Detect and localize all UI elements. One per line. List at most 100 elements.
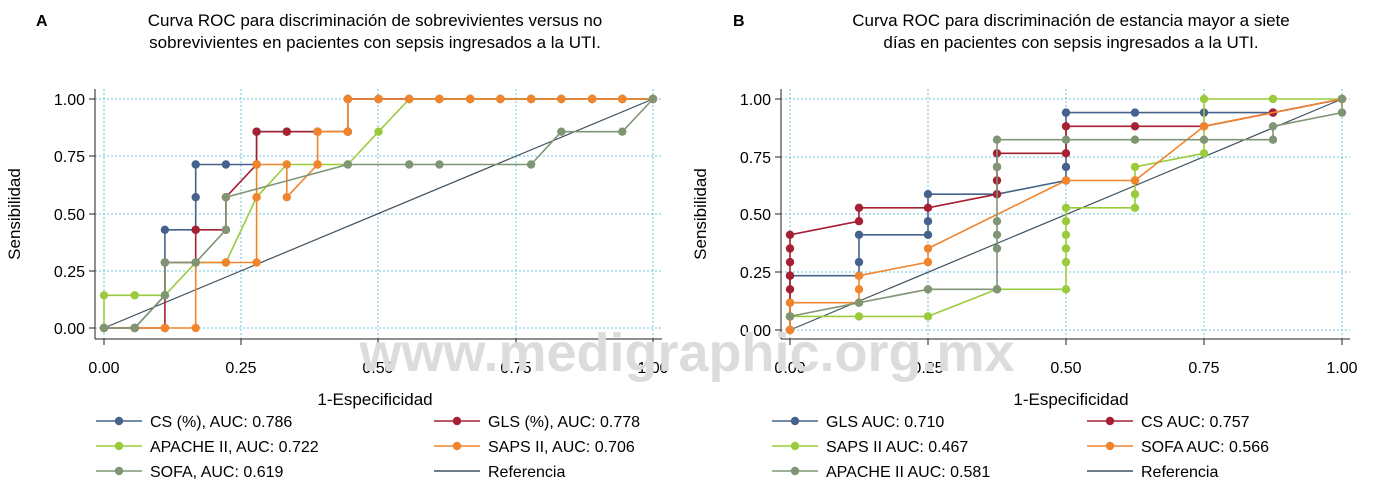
data-point (854, 230, 864, 239)
data-point (374, 94, 383, 104)
data-point (854, 203, 864, 212)
legend-label: Referencia (488, 464, 565, 481)
chart-title-line: Curva ROC para discriminación de sobrevi… (148, 11, 602, 30)
legend-swatch-marker (114, 416, 124, 426)
y-tick-label: 1.00 (54, 92, 85, 109)
data-point (526, 160, 536, 169)
x-tick-label: 0.00 (88, 360, 119, 377)
data-point (785, 312, 795, 321)
legend-label: APACHE II AUC: 0.581 (826, 464, 990, 481)
data-point (221, 193, 231, 202)
x-tick-label: 1.00 (637, 360, 668, 377)
y-tick-label: 0.75 (740, 150, 771, 167)
data-point (854, 312, 864, 321)
legend-item: SOFA, AUC: 0.619 (96, 464, 284, 481)
data-point (343, 127, 352, 136)
data-point (282, 160, 291, 169)
data-point (1061, 230, 1071, 239)
legend-label: CS AUC: 0.757 (1141, 414, 1250, 431)
data-point (1061, 108, 1071, 117)
data-point (854, 217, 864, 226)
legend-label: SAPS II, AUC: 0.706 (488, 439, 635, 456)
data-point (992, 217, 1002, 226)
data-point (785, 230, 795, 239)
legend-swatch-marker (790, 416, 800, 426)
data-point (252, 258, 261, 267)
data-point (526, 94, 536, 104)
legend-item: SAPS II AUC: 0.467 (772, 439, 968, 456)
data-point (1199, 135, 1209, 144)
data-point (854, 285, 864, 294)
data-point (221, 160, 231, 169)
data-point (1061, 149, 1071, 158)
y-tick-label: 0.25 (740, 265, 771, 282)
data-point (785, 285, 795, 294)
chart-title-line: Curva ROC para discriminación de estanci… (852, 11, 1289, 30)
data-point (1061, 217, 1071, 226)
y-tick-label: 0.50 (740, 207, 771, 224)
data-point (785, 325, 795, 335)
legend-label: SOFA AUC: 0.566 (1141, 439, 1269, 456)
data-point (405, 94, 414, 104)
data-point (923, 244, 933, 253)
data-point (1130, 108, 1140, 117)
data-point (1199, 94, 1209, 104)
data-point (923, 312, 933, 321)
data-point (1061, 122, 1071, 131)
data-point (99, 291, 109, 300)
data-point (313, 127, 322, 136)
data-point (343, 94, 352, 104)
watermark: www.medigraphic.org.mx (358, 323, 1014, 383)
legend-swatch-marker (452, 416, 462, 426)
x-tick-label: 0.00 (774, 360, 805, 377)
legend-item: CS (%), AUC: 0.786 (96, 414, 292, 431)
data-point (160, 258, 170, 267)
x-tick-label: 0.25 (225, 360, 256, 377)
data-point (191, 193, 200, 202)
data-point (282, 193, 291, 202)
data-point (221, 225, 231, 234)
series-line (789, 99, 1343, 318)
data-point (923, 230, 933, 239)
series-apache (785, 94, 1347, 321)
data-point (923, 190, 933, 199)
data-point (191, 160, 200, 169)
data-point (587, 94, 597, 104)
data-point (1268, 135, 1278, 144)
series-line (104, 98, 654, 329)
data-point (1061, 285, 1071, 294)
data-point (854, 298, 864, 307)
legend-swatch-marker (452, 441, 462, 451)
data-point (618, 94, 627, 104)
panel-letter: B (733, 13, 745, 30)
x-axis-label: 1-Especificidad (317, 390, 432, 409)
data-point (191, 258, 200, 267)
legend-swatch-marker (790, 466, 800, 476)
data-point (221, 258, 231, 267)
data-point (1199, 122, 1209, 131)
x-tick-label: 0.50 (1050, 360, 1081, 377)
data-point (992, 135, 1002, 144)
legend-item: APACHE II, AUC: 0.722 (96, 439, 319, 456)
legend-label: APACHE II, AUC: 0.722 (150, 439, 319, 456)
data-point (160, 225, 170, 234)
data-point (648, 94, 658, 104)
data-point (923, 217, 933, 226)
legend-item: APACHE II AUC: 0.581 (772, 464, 990, 481)
y-axis-label: Sensibilidad (5, 168, 24, 260)
data-point (252, 160, 261, 169)
data-point (1130, 203, 1140, 212)
data-point (1268, 122, 1278, 131)
data-point (1061, 162, 1071, 172)
legend-item: GLS AUC: 0.710 (772, 414, 944, 431)
data-point (1061, 203, 1071, 212)
legend-label: Referencia (1141, 464, 1218, 481)
legend-label: GLS (%), AUC: 0.778 (488, 414, 640, 431)
y-tick-label: 0.75 (54, 149, 85, 166)
data-point (618, 127, 627, 136)
x-axis-label: 1-Especificidad (1013, 390, 1128, 409)
data-point (160, 323, 170, 333)
y-tick-label: 0.25 (54, 264, 85, 281)
x-tick-label: 0.50 (362, 360, 393, 377)
data-point (1061, 244, 1071, 253)
